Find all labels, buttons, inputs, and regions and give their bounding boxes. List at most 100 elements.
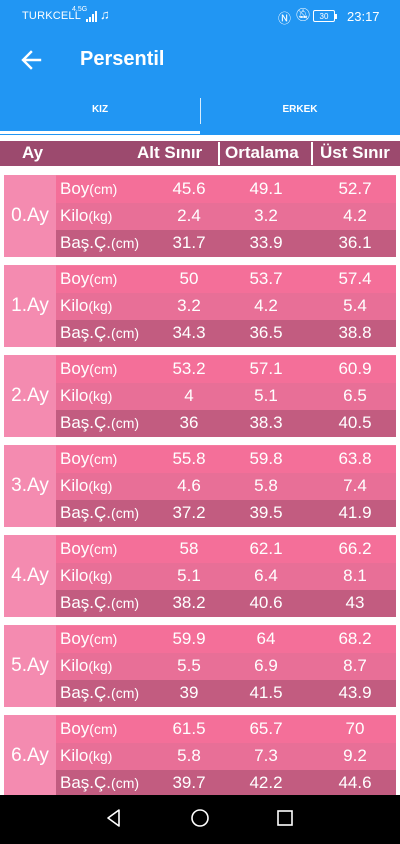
ust-sinir-value: 8.7 — [343, 656, 367, 675]
alt-sinir-value: 37.2 — [172, 503, 206, 522]
month-label: 0.Ay — [4, 175, 56, 257]
alt-sinir-value: 5.8 — [177, 746, 201, 765]
measurement-label: Boy(cm) — [60, 269, 117, 289]
measurement-row: Baş.Ç.(cm) 31.7 33.9 36.1 — [56, 230, 396, 257]
carrier-name: TURKCELL — [22, 10, 82, 22]
measurement-name: Kilo — [60, 206, 89, 225]
ust-sinir-value: 7.4 — [343, 476, 367, 495]
ust-sinir-value: 60.9 — [338, 359, 372, 378]
alt-sinir-value: 5.1 — [177, 566, 201, 585]
nav-recents-icon[interactable] — [274, 807, 296, 829]
measurement-unit: (cm) — [89, 181, 118, 197]
ortalama-value: 62.1 — [249, 539, 283, 558]
tab-erkek[interactable]: ERKEK — [282, 104, 318, 115]
ortalama-value: 57.1 — [249, 359, 283, 378]
alt-sinir-value: 34.3 — [172, 323, 206, 342]
ortalama-value: 5.8 — [254, 476, 278, 495]
measurement-row: Kilo(kg) 3.2 4.2 5.4 — [56, 293, 396, 320]
nfc-icon: Ⓝ — [278, 11, 292, 26]
measurement-row: Kilo(kg) 5.5 6.9 8.7 — [56, 653, 396, 680]
measurement-unit: (cm) — [89, 541, 118, 557]
ortalama-value: 4.2 — [254, 296, 278, 315]
measurement-label: Boy(cm) — [60, 539, 117, 559]
measurement-name: Kilo — [60, 296, 89, 315]
measurement-name: Kilo — [60, 656, 89, 675]
ust-sinir-value: 52.7 — [338, 179, 372, 198]
tab-kiz[interactable]: KIZ — [91, 104, 109, 115]
measurement-name: Boy — [60, 539, 90, 558]
measurement-name: Boy — [60, 179, 90, 198]
alt-sinir-value: 3.2 — [177, 296, 201, 315]
navigation-bar — [0, 795, 400, 844]
measurement-row: Kilo(kg) 5.1 6.4 8.1 — [56, 563, 396, 590]
measurement-unit: (cm) — [89, 271, 118, 287]
alt-sinir-value: 4.6 — [177, 476, 201, 495]
ortalama-value: 42.2 — [249, 773, 283, 792]
ust-sinir-value: 43.9 — [338, 683, 372, 702]
measurement-row: Boy(cm) 58 62.1 66.2 — [56, 536, 396, 563]
alt-sinir-value: 36 — [179, 413, 199, 432]
measurement-unit: (kg) — [88, 298, 113, 314]
month-group: 4.Ay Boy(cm) 58 62.1 66.2 Kilo(kg) 5.1 6.4 8.1 Ba… — [4, 535, 396, 617]
ortalama-value: 39.5 — [249, 503, 283, 522]
measurement-unit: (cm) — [89, 631, 118, 647]
ortalama-value: 53.7 — [249, 269, 283, 288]
measurement-name: Kilo — [60, 386, 89, 405]
measurement-label: Kilo(kg) — [60, 386, 112, 406]
alt-sinir-value: 50 — [179, 269, 199, 288]
measurement-row: Kilo(kg) 2.4 3.2 4.2 — [56, 203, 396, 230]
measurement-name: Boy — [60, 629, 90, 648]
measurement-label: Baş.Ç.(cm) — [60, 413, 139, 433]
measurement-unit: (cm) — [111, 325, 140, 341]
measurement-row: Boy(cm) 55.8 59.8 63.8 — [56, 446, 396, 473]
measurement-name: Boy — [60, 449, 90, 468]
measurement-label: Baş.Ç.(cm) — [60, 503, 139, 523]
percentile-list[interactable]: 0.Ay Boy(cm) 45.6 49.1 52.7 Kilo(kg) 2.4 3.2 4.2… — [0, 170, 400, 795]
measurement-unit: (cm) — [89, 451, 118, 467]
header-separator — [311, 142, 313, 165]
alt-sinir-value: 2.4 — [177, 206, 201, 225]
measurement-name: Baş.Ç. — [60, 323, 112, 342]
month-label: 5.Ay — [4, 625, 56, 707]
header-ust-sinir: Üst Sınır — [320, 143, 390, 162]
ortalama-value: 36.5 — [249, 323, 283, 342]
bell-off-icon: 🔕︎ — [295, 7, 312, 22]
ortalama-value: 3.2 — [254, 206, 278, 225]
ortalama-value: 49.1 — [249, 179, 283, 198]
measurement-label: Kilo(kg) — [60, 206, 112, 226]
signal-icon — [86, 11, 97, 22]
ust-sinir-value: 9.2 — [343, 746, 367, 765]
measurement-label: Boy(cm) — [60, 449, 117, 469]
measurement-name: Baş.Ç. — [60, 503, 112, 522]
measurement-name: Kilo — [60, 566, 89, 585]
measurement-unit: (cm) — [111, 235, 140, 251]
measurement-name: Baş.Ç. — [60, 773, 112, 792]
measurement-row: Boy(cm) 59.9 64 68.2 — [56, 626, 396, 653]
month-group: 3.Ay Boy(cm) 55.8 59.8 63.8 Kilo(kg) 4.6 5.8 7.4… — [4, 445, 396, 527]
measurement-unit: (cm) — [111, 595, 140, 611]
alt-sinir-value: 55.8 — [172, 449, 206, 468]
measurement-label: Baş.Ç.(cm) — [60, 593, 139, 613]
alt-sinir-value: 4 — [184, 386, 194, 405]
nav-home-icon[interactable] — [189, 807, 211, 829]
measurement-label: Baş.Ç.(cm) — [60, 323, 139, 343]
nav-back-icon[interactable] — [103, 807, 125, 829]
measurement-label: Boy(cm) — [60, 719, 117, 739]
ortalama-value: 41.5 — [249, 683, 283, 702]
alt-sinir-value: 58 — [179, 539, 199, 558]
measurement-name: Baş.Ç. — [60, 683, 112, 702]
ortalama-value: 38.3 — [249, 413, 283, 432]
battery-icon: 30 — [313, 10, 337, 22]
measurement-label: Kilo(kg) — [60, 656, 112, 676]
alt-sinir-value: 31.7 — [172, 233, 206, 252]
ust-sinir-value: 40.5 — [338, 413, 372, 432]
ust-sinir-value: 44.6 — [338, 773, 372, 792]
measurement-row: Kilo(kg) 4.6 5.8 7.4 — [56, 473, 396, 500]
month-label: 3.Ay — [4, 445, 56, 527]
back-arrow-icon[interactable] — [20, 49, 42, 71]
measurement-name: Boy — [60, 719, 90, 738]
measurement-row: Baş.Ç.(cm) 38.2 40.6 43 — [56, 590, 396, 617]
header-separator — [218, 142, 220, 165]
measurement-row: Baş.Ç.(cm) 34.3 36.5 38.8 — [56, 320, 396, 347]
table-header: Ay Alt Sınır Ortalama Üst Sınır — [0, 139, 400, 166]
